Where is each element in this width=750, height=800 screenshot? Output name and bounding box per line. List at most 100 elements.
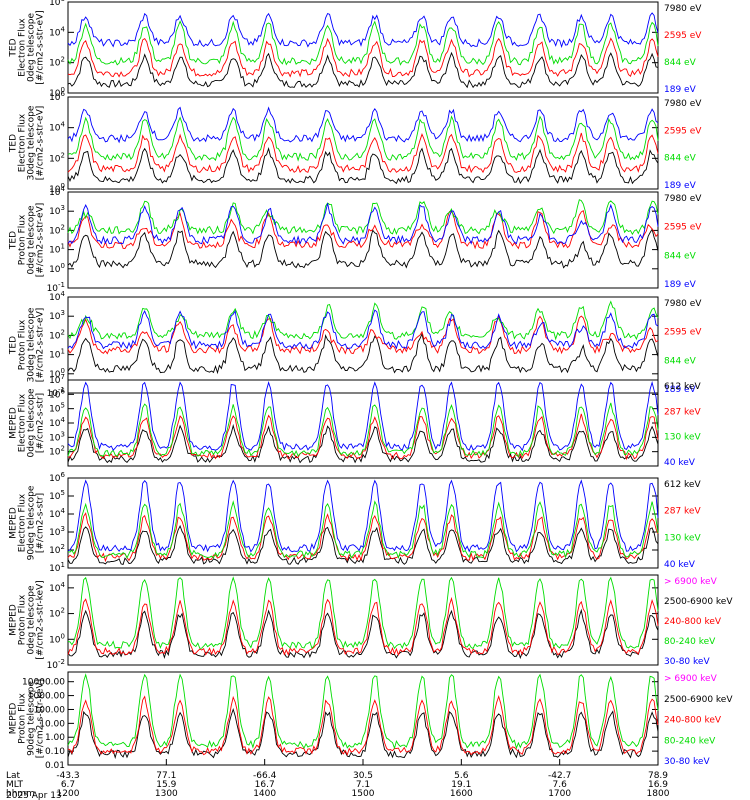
y-tick-label: 106 [49,0,65,8]
y-tick-label: 105 [49,402,65,415]
y-axis-label: MEPEDProton Flux90deg telescope[#/cm2-s-… [9,679,46,758]
legend-entry: 189 eV [664,181,697,191]
panel-frame [67,296,659,394]
series-trace [67,51,659,89]
series-trace [67,512,659,563]
x-tick-lat: 30.5 [353,771,373,781]
x-tick-lat: 5.6 [454,771,469,781]
y-axis-label: TEDElectron Flux0deg telescope[#/cm2-s-s… [9,10,46,85]
y-tick-label: 105 [49,489,65,502]
y-tick-label: 1000.00 [28,692,65,702]
x-tick-time: 1700 [548,789,571,799]
legend-entry: 189 eV [664,85,697,95]
y-tick-label: 1.00 [45,733,65,743]
y-tick-label: 10000.00 [22,678,65,688]
x-tick-time: 1400 [253,789,276,799]
y-tick-label: 104 [49,121,65,134]
x-tick-time: 1300 [155,789,178,799]
legend-entry: 844 eV [664,154,697,164]
x-tick-time: 1600 [450,789,473,799]
legend-entry: 130 keV [664,533,701,543]
legend-entry: 612 keV [664,480,701,490]
panel-frame [67,477,659,569]
panel-frame [67,574,659,666]
legend-entry: 2595 eV [664,126,702,136]
series-trace [67,203,659,246]
series-trace [67,402,659,458]
x-tick-mlt: 7.1 [356,780,370,790]
y-tick-label: 102 [49,328,65,341]
legend-entry: 2500-6900 keV [664,695,733,705]
series-trace [67,608,659,660]
legend-entry: 2595 eV [664,328,702,338]
y-tick-label: 104 [49,507,65,520]
series-trace [67,37,659,78]
y-tick-label: 102 [49,151,65,164]
x-tick-lat: -66.4 [253,771,277,781]
panel-frame [67,1,659,94]
x-tick-lat: -43.3 [56,771,79,781]
legend-entry: 7980 eV [664,194,702,204]
y-tick-label: 101 [49,348,65,361]
y-tick-label: 102 [49,543,65,556]
legend-entry: 7980 eV [664,99,702,109]
series-trace [67,12,659,49]
x-tick-time: 1200 [57,789,80,799]
y-tick-label: 102 [49,607,65,620]
legend-entry: 844 eV [664,58,697,68]
legend-entry: > 6900 keV [664,674,718,684]
legend-entry: 287 keV [664,507,701,517]
x-tick-lat: 78.9 [648,771,668,781]
x-tick-mlt: 7.6 [553,780,568,790]
series-trace [67,524,659,565]
y-axis-label: MEPEDElectron Flux0deg telescope[#/cm2-s… [9,388,46,458]
series-trace [67,146,659,185]
x-row-label: Lat [6,771,21,781]
series-trace [67,332,659,375]
series-trace [67,500,659,559]
series-trace [67,596,659,657]
panel-frame [67,96,659,190]
legend-entry: 80-240 keV [664,637,716,647]
legend-entry: 40 keV [664,560,696,570]
y-tick-label: 103 [49,430,65,443]
y-axis-label: TEDProton Flux0deg telescope[#/cm2-s-str… [9,203,46,278]
legend-entry: 240-800 keV [664,617,722,627]
legend-entry: 189 eV [664,280,697,290]
series-trace [67,707,659,760]
series-trace [67,106,659,144]
x-tick-mlt: 16.7 [255,780,275,790]
legend-entry: 844 eV [664,251,697,261]
legend-entry: 2595 eV [664,223,702,233]
x-tick-mlt: 16.9 [648,780,668,790]
y-tick-label: 0.10 [45,747,65,757]
series-trace [67,673,659,750]
y-tick-label: 10.00 [39,719,65,729]
x-row-label: hhmm [6,789,35,799]
y-tick-label: 103 [49,525,65,538]
x-tick-mlt: 19.1 [451,780,471,790]
x-tick-time: 1500 [352,789,375,799]
x-tick-mlt: 6.7 [61,780,75,790]
legend-entry: 287 keV [664,407,701,417]
y-tick-label: 102 [49,223,65,236]
series-trace [67,199,659,236]
series-trace [67,132,659,174]
y-tick-label: 104 [49,581,65,594]
legend-entry: 7980 eV [664,299,702,309]
panel-meped_p_90: 0.01 0.10 1.00 10.00 100.00 1000.00 10000.00ME… [9,672,733,771]
legend-entry: > 6900 keV [664,577,718,587]
series-trace [67,209,659,250]
panel-frame [67,191,659,289]
legend-entry: 240-800 keV [664,716,722,726]
x-tick-mlt: 15.9 [156,780,176,790]
series-trace [67,479,659,553]
